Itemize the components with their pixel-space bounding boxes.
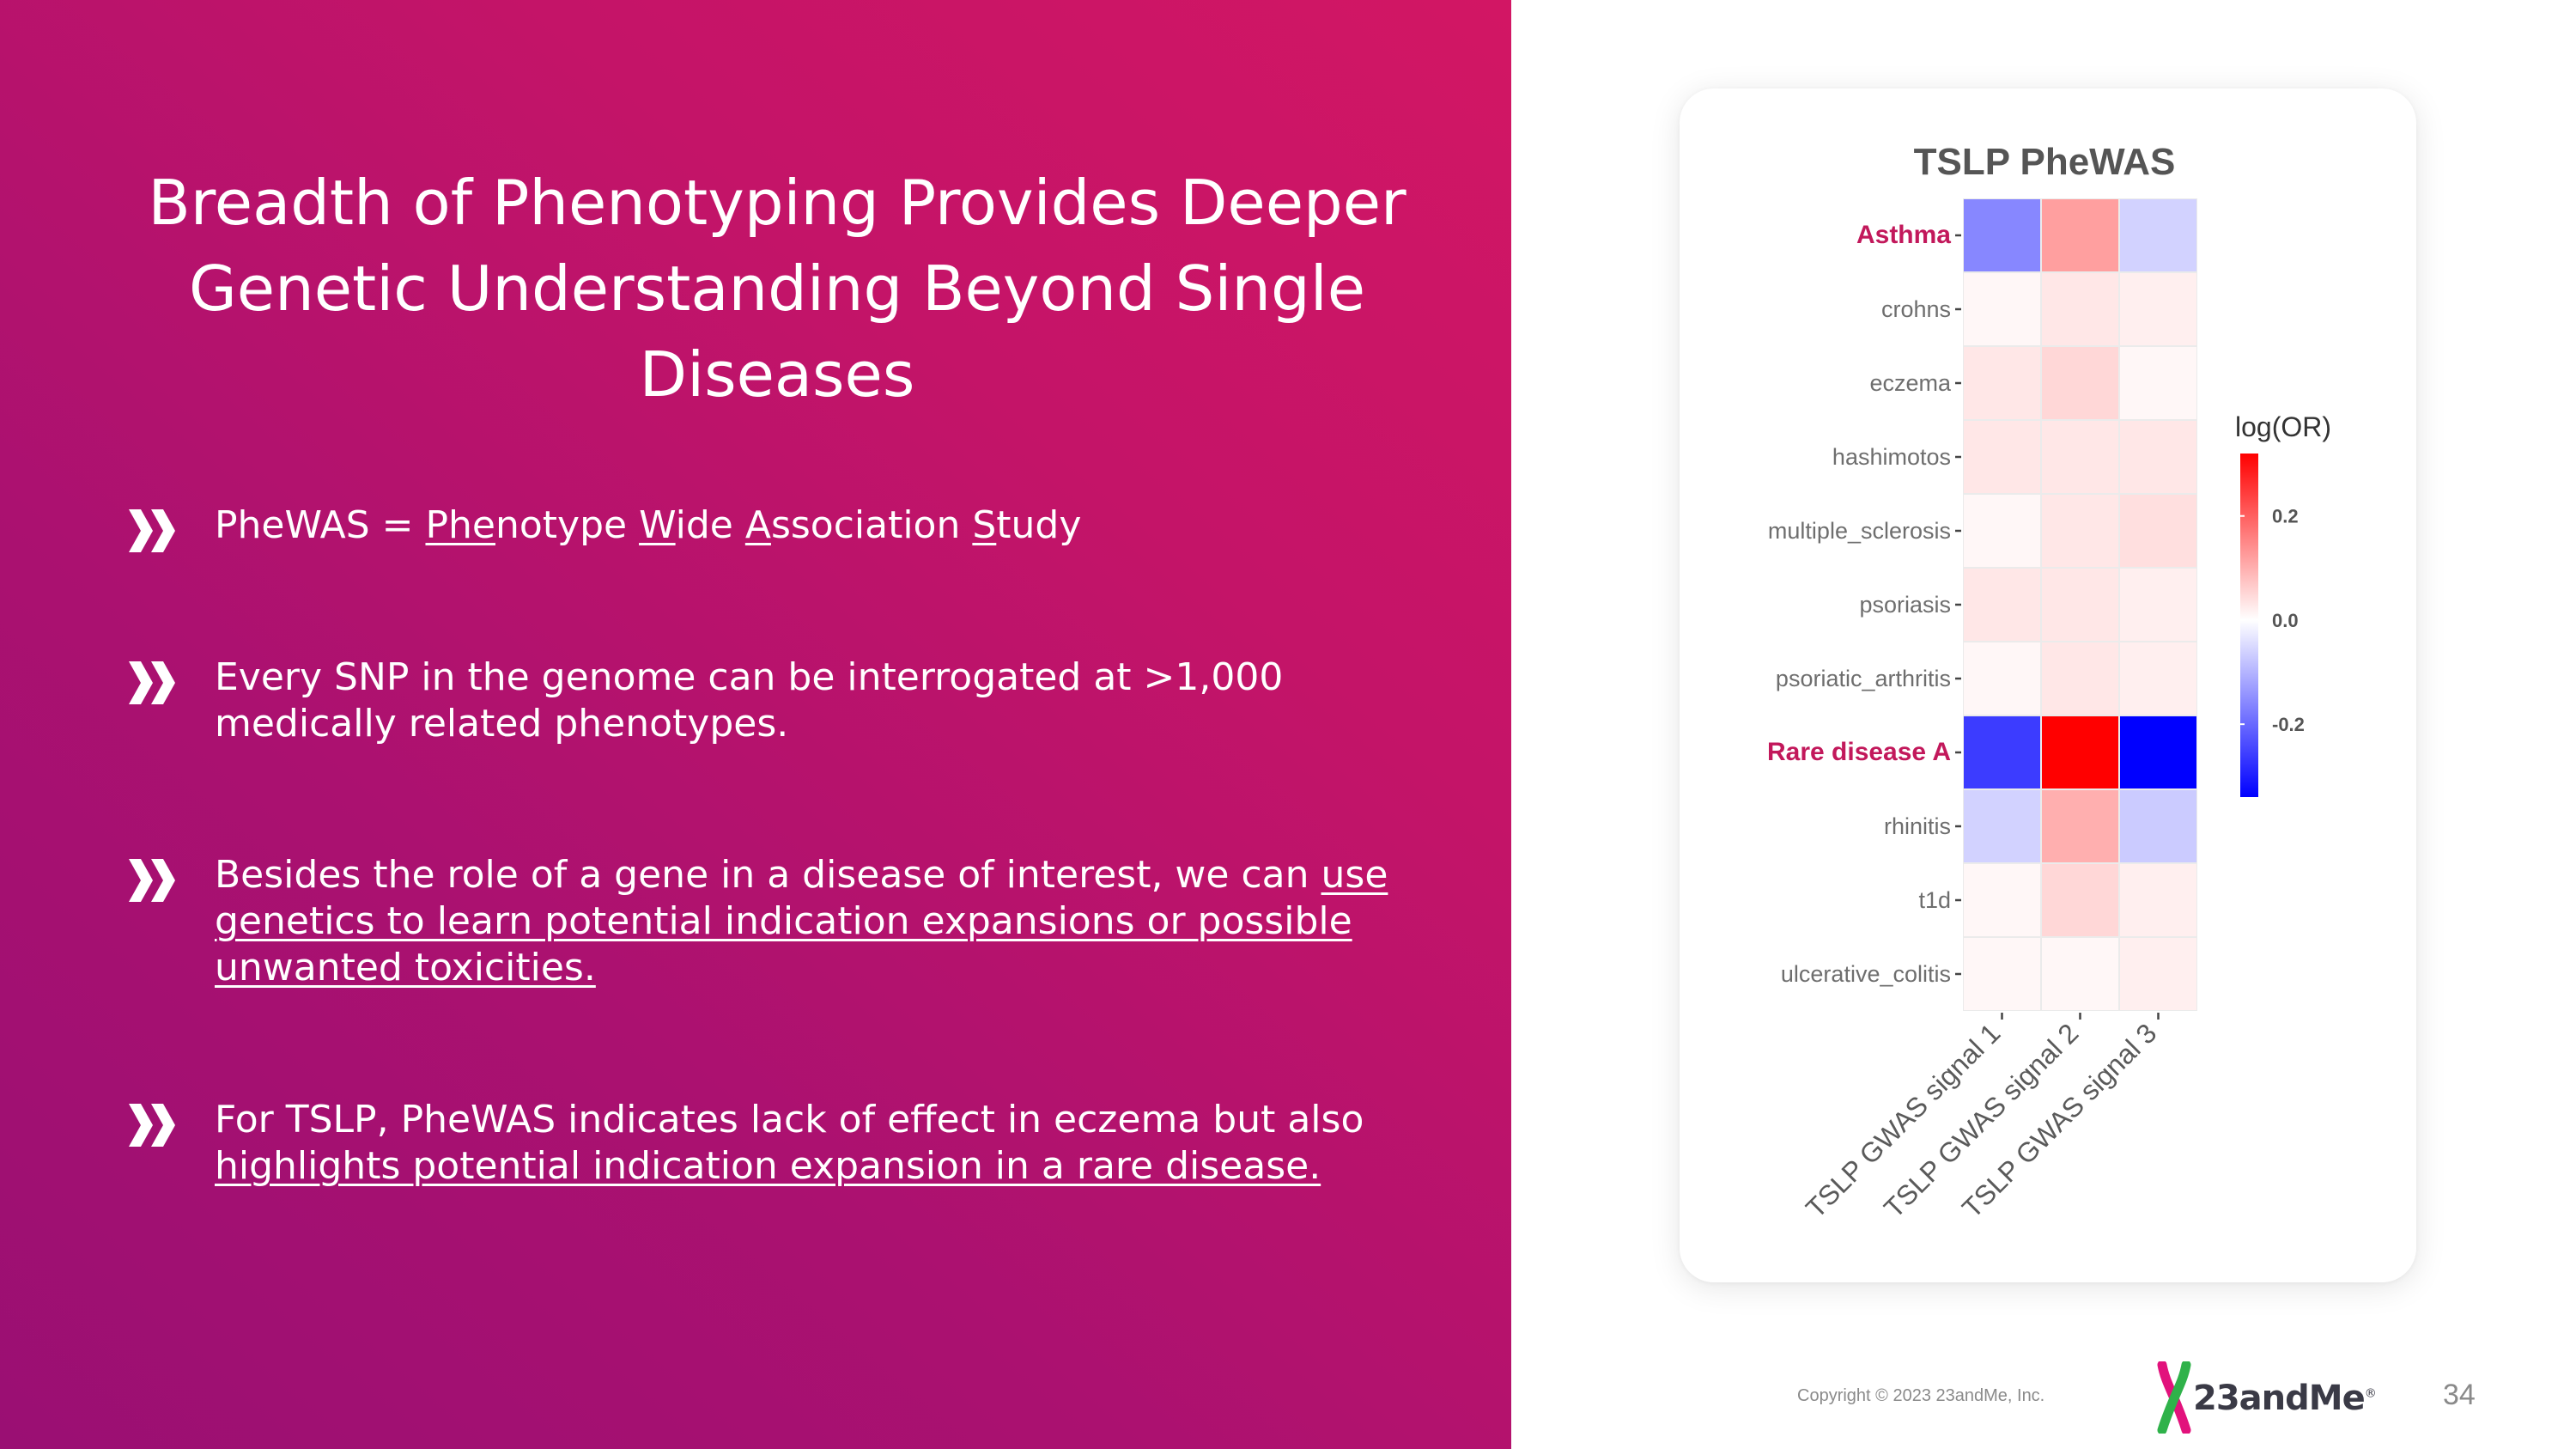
heatmap-cell <box>2042 273 2118 345</box>
chromosome-logo-icon <box>2157 1361 2191 1434</box>
heatmap-cell <box>2120 864 2196 936</box>
chart-title: TSLP PheWAS <box>1914 141 2176 183</box>
heatmap-cell <box>2120 199 2196 271</box>
heatmap-cell <box>2120 642 2196 715</box>
heatmap-cell <box>1964 421 2040 493</box>
legend-tick-label: -0.2 <box>2272 714 2305 735</box>
heatmap-cell <box>2042 716 2118 788</box>
underlined-text: use genetics to learn potential indicati… <box>215 853 1388 989</box>
logo-wordmark: 23andMe® <box>2193 1379 2377 1418</box>
double-chevron-icon <box>129 1104 175 1147</box>
bullet-text: Every SNP in the genome can be interroga… <box>215 654 1451 747</box>
heatmap-cell <box>2120 716 2196 788</box>
double-chevron-icon <box>129 661 175 704</box>
legend-tick-label: 0.0 <box>2272 610 2299 631</box>
heatmap-cell <box>2042 790 2118 862</box>
row-label: Rare disease A <box>1767 738 1951 766</box>
row-label: psoriasis <box>1859 592 1951 618</box>
heatmap-cell <box>1964 864 2040 936</box>
text-segment: PheWAS = <box>215 503 426 547</box>
row-label: hashimotos <box>1832 444 1951 470</box>
phewas-heatmap-chart: TSLP PheWAS Asthma crohns eczema hashimotos m… <box>1767 141 2331 1224</box>
heatmap-cell <box>2042 642 2118 715</box>
heatmap-cell <box>1964 642 2040 715</box>
heatmap-cell <box>2042 421 2118 493</box>
heatmap-cell <box>2042 495 2118 567</box>
text-segment: notype <box>495 503 640 547</box>
copyright-notice: Copyright © 2023 23andMe, Inc. <box>1797 1386 2045 1405</box>
heatmap-cell <box>2120 495 2196 567</box>
bullet-text: Besides the role of a gene in a disease … <box>215 852 1451 991</box>
text-segment: ssociation <box>770 503 973 547</box>
heatmap-card: TSLP PheWAS Asthma crohns eczema hashimotos m… <box>1680 88 2416 1282</box>
slide-title: Breadth of Phenotyping Provides Deeper G… <box>148 167 1406 411</box>
bullet-text: For TSLP, PheWAS indicates lack of effec… <box>215 1097 1451 1190</box>
underlined-text: S <box>972 503 997 547</box>
row-label: multiple_sclerosis <box>1768 518 1951 544</box>
heatmap-cell <box>1964 273 2040 345</box>
row-label: t1d <box>1918 887 1951 913</box>
row-label: crohns <box>1881 296 1951 322</box>
heatmap-cell <box>2042 864 2118 936</box>
text-segment: For TSLP, PheWAS indicates lack of effec… <box>215 1098 1364 1142</box>
row-label: ulcerative_colitis <box>1781 961 1951 987</box>
heatmap-cell <box>1964 790 2040 862</box>
heatmap-cell <box>2120 421 2196 493</box>
heatmap-cell <box>2042 569 2118 641</box>
double-chevron-icon <box>129 859 175 902</box>
row-label: eczema <box>1869 370 1952 396</box>
heatmap-cell <box>1964 716 2040 788</box>
heatmap-cell <box>1964 199 2040 271</box>
underlined-text: Phe <box>425 503 495 547</box>
underlined-text: W <box>639 503 676 547</box>
double-chevron-icon <box>129 509 175 552</box>
text-segment: ide <box>675 503 745 547</box>
underlined-text: A <box>744 503 771 547</box>
heatmap-cell <box>2042 347 2118 419</box>
heatmap-cell <box>2120 273 2196 345</box>
row-label: Asthma <box>1856 221 1951 249</box>
heatmap-cell <box>2120 790 2196 862</box>
text-segment: Every SNP in the genome can be interroga… <box>215 655 1284 746</box>
heatmap-cell <box>2120 347 2196 419</box>
text-segment: tudy <box>996 503 1082 547</box>
heatmap-cell <box>1964 495 2040 567</box>
heatmap-cell <box>2042 938 2118 1010</box>
text-segment: Besides the role of a gene in a disease … <box>215 853 1321 897</box>
bullet-text: PheWAS = Phenotype Wide Association Stud… <box>215 502 1451 549</box>
heatmap-cell <box>2120 938 2196 1010</box>
row-label: psoriatic_arthritis <box>1776 666 1951 691</box>
23andme-logo: 23andMe® <box>2155 1361 2377 1439</box>
heatmap-cell <box>2120 569 2196 641</box>
legend-tick-label: 0.2 <box>2272 506 2299 527</box>
heatmap-cell <box>1964 938 2040 1010</box>
heatmap-cell <box>1964 569 2040 641</box>
underlined-text: highlights potential indication expansio… <box>215 1144 1321 1188</box>
heatmap-cell <box>2042 199 2118 271</box>
row-label: rhinitis <box>1884 813 1951 839</box>
legend-title: log(OR) <box>2235 411 2331 442</box>
title-panel <box>0 0 1511 1449</box>
page-number: 34 <box>2443 1379 2476 1411</box>
legend-colorbar <box>2240 454 2258 797</box>
heatmap-cell <box>1964 347 2040 419</box>
